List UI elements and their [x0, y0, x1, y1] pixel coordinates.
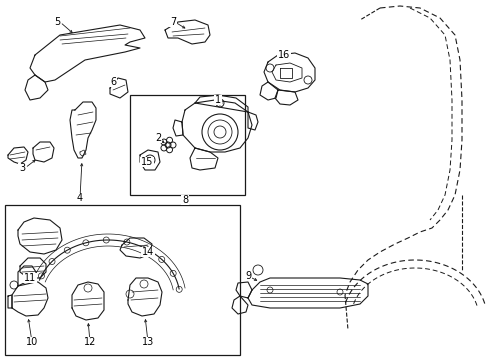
Text: 6: 6 — [110, 77, 116, 87]
Text: 5: 5 — [54, 17, 60, 27]
Text: 15: 15 — [141, 157, 153, 167]
Text: 1: 1 — [215, 95, 221, 105]
Bar — [5, 205, 240, 355]
Text: 13: 13 — [142, 337, 154, 347]
Text: 2: 2 — [155, 133, 161, 143]
Text: 10: 10 — [26, 337, 38, 347]
Text: 16: 16 — [277, 50, 289, 60]
Bar — [130, 95, 244, 195]
Text: 14: 14 — [142, 247, 154, 257]
Text: 11: 11 — [24, 273, 36, 283]
Text: 12: 12 — [83, 337, 96, 347]
Text: 4: 4 — [77, 193, 83, 203]
Text: 7: 7 — [169, 17, 176, 27]
Text: 3: 3 — [19, 163, 25, 173]
Text: 9: 9 — [244, 271, 250, 281]
Text: 8: 8 — [182, 195, 188, 205]
